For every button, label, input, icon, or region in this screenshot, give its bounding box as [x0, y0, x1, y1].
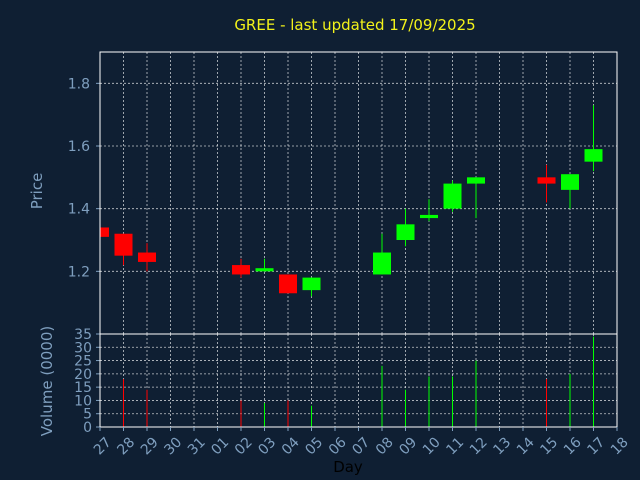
price-tick-label: 1.8: [68, 76, 90, 92]
price-axis-label: Price: [28, 173, 46, 210]
candle-body: [302, 277, 321, 291]
price-tick-label: 1.6: [68, 139, 90, 155]
volume-tick-label: 25: [74, 354, 92, 370]
candle-body: [537, 177, 556, 184]
x-tick-label: 27: [91, 434, 115, 458]
candle-body: [443, 183, 462, 209]
price-tick-label: 1.2: [68, 264, 90, 280]
candle-body: [279, 274, 297, 294]
x-tick-label: 04: [279, 434, 303, 458]
x-tick-label: 10: [420, 434, 444, 458]
x-tick-label: 06: [326, 434, 350, 458]
candle-body: [138, 252, 156, 262]
x-tick-label: 12: [467, 434, 491, 458]
volume-tick-label: 10: [74, 393, 92, 409]
candle-body: [467, 177, 485, 184]
volume-tick-label: 35: [74, 327, 92, 343]
volume-tick-label: 30: [74, 340, 92, 356]
x-axis-label: Day: [333, 458, 363, 476]
volume-tick-label: 5: [83, 407, 92, 423]
x-tick-label: 28: [114, 434, 138, 458]
x-tick-label: 15: [537, 434, 561, 458]
x-tick-label: 29: [138, 434, 162, 458]
x-tick-label: 13: [490, 434, 514, 458]
candle-body: [420, 214, 438, 219]
candle-body: [373, 252, 391, 275]
price-panel: 1.2 1.4 1.6 1.8: [68, 51, 618, 335]
price-tick-label: 1.4: [68, 202, 90, 218]
volume-tick-label: 0: [83, 420, 92, 436]
x-tick-label: 09: [396, 434, 420, 458]
x-tick-label: 02: [232, 434, 256, 458]
volume-tick-label: 20: [74, 367, 92, 383]
x-tick-label: 03: [255, 434, 279, 458]
x-tick-label: 17: [584, 434, 608, 458]
volume-axis-label: Volume (0000): [38, 326, 56, 436]
x-tick-label: 11: [443, 434, 467, 458]
x-tick-label: 08: [373, 434, 397, 458]
x-tick-label: 05: [302, 434, 326, 458]
x-tick-label: 07: [349, 434, 373, 458]
candle-body: [255, 268, 274, 272]
candle-body: [584, 149, 603, 162]
candle-body: [100, 227, 109, 237]
x-tick-label: 01: [208, 434, 232, 458]
x-tick-label: 18: [608, 434, 632, 458]
x-tick-label: 14: [514, 434, 538, 458]
candle-body: [114, 233, 133, 256]
x-tick-label: 16: [561, 434, 585, 458]
candle-body: [561, 174, 579, 190]
x-tick-label: 31: [185, 434, 209, 458]
chart-title: GREE - last updated 17/09/2025: [234, 16, 475, 34]
candles: [100, 105, 603, 297]
volume-tick-label: 15: [74, 380, 92, 396]
x-tick-labels: 27 28 29 30 31 01 02 03 04 05 06 07 08 09 10 11 12 13 14 15…: [91, 427, 632, 458]
candle-body: [232, 265, 250, 275]
candle-body: [396, 224, 415, 240]
x-tick-label: 30: [161, 434, 185, 458]
